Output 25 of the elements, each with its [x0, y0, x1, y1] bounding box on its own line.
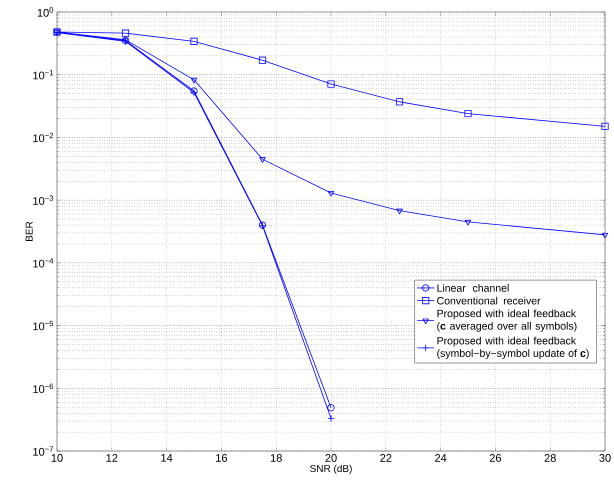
x-tick-label: 30	[599, 454, 611, 462]
x-tick-label: 26	[490, 454, 502, 462]
y-tick-label: 10$^{−5}$	[33, 320, 54, 330]
x-tick-label: 28	[544, 454, 556, 462]
legend-label: Conventional receiver	[437, 296, 540, 304]
legend-label: Proposed with ideal feedback (symbol−by−symbol update of c)	[437, 336, 589, 360]
y-tick-label: 10$^{−4}$	[33, 258, 54, 268]
y-tick-label: 10$^{0}$	[38, 7, 54, 17]
x-tick-label: 14	[161, 454, 172, 462]
x-tick-label: 22	[380, 454, 392, 462]
legend-label: Proposed with ideal feedback (c averaged over all symbols)	[437, 309, 576, 332]
y-tick-label: 10$^{−2}$	[33, 132, 54, 142]
legend-label: Linear channel	[437, 284, 509, 292]
y-tick-label: 10$^{−3}$	[33, 195, 54, 205]
y-tick-label: 10$^{−7}$	[33, 446, 54, 456]
y-tick-label: 10$^{−1}$	[33, 70, 54, 80]
x-tick-label: 16	[216, 454, 228, 462]
x-tick-label: 10	[52, 454, 63, 462]
x-axis-title: SNR (dB)	[310, 464, 352, 474]
x-tick-label: 18	[270, 454, 282, 462]
x-tick-label: 24	[435, 454, 446, 462]
y-tick-label: 10$^{−6}$	[33, 384, 54, 394]
x-tick-label: 20	[325, 454, 337, 462]
x-tick-label: 12	[106, 454, 118, 462]
y-axis-title: BER	[26, 222, 33, 241]
